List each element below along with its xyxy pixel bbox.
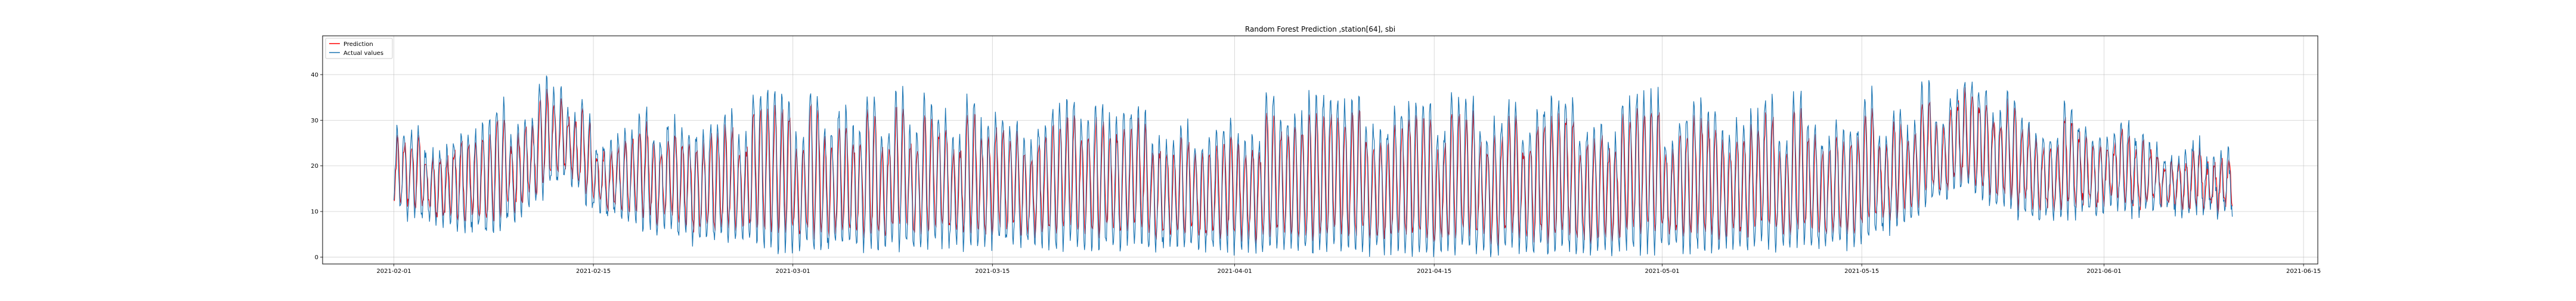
x-tick-label: 2021-04-15	[1417, 268, 1451, 275]
x-tick-label: 2021-03-01	[776, 268, 810, 275]
x-tick-label: 2021-02-15	[576, 268, 611, 275]
x-tick-label: 2021-03-15	[975, 268, 1010, 275]
x-tick-label: 2021-06-15	[2286, 268, 2321, 275]
chart-title: Random Forest Prediction ,station[64], s…	[1245, 25, 1395, 33]
y-tick-label: 20	[311, 163, 318, 170]
plot-frame	[322, 35, 2318, 265]
series-lines	[393, 75, 2233, 257]
y-tick-label: 30	[311, 118, 318, 124]
series-line-actual-values	[393, 75, 2233, 257]
y-tick-label: 0	[315, 254, 318, 261]
y-tick-label: 40	[311, 72, 318, 78]
y-tick-label: 10	[311, 209, 318, 216]
legend: Prediction Actual values	[325, 38, 393, 59]
x-tick-label: 2021-02-01	[376, 268, 411, 275]
legend-label-prediction: Prediction	[343, 41, 373, 48]
axis-ticks: 2021-02-01 2021-02-15 2021-03-01 2021-03-15…	[311, 72, 2321, 275]
x-tick-label: 2021-05-01	[1645, 268, 1680, 275]
legend-box	[325, 38, 393, 59]
legend-label-actual-values: Actual values	[343, 50, 383, 57]
x-tick-label: 2021-04-01	[1218, 268, 1252, 275]
x-tick-label: 2021-05-15	[1844, 268, 1879, 275]
x-tick-label: 2021-06-01	[2086, 268, 2121, 275]
